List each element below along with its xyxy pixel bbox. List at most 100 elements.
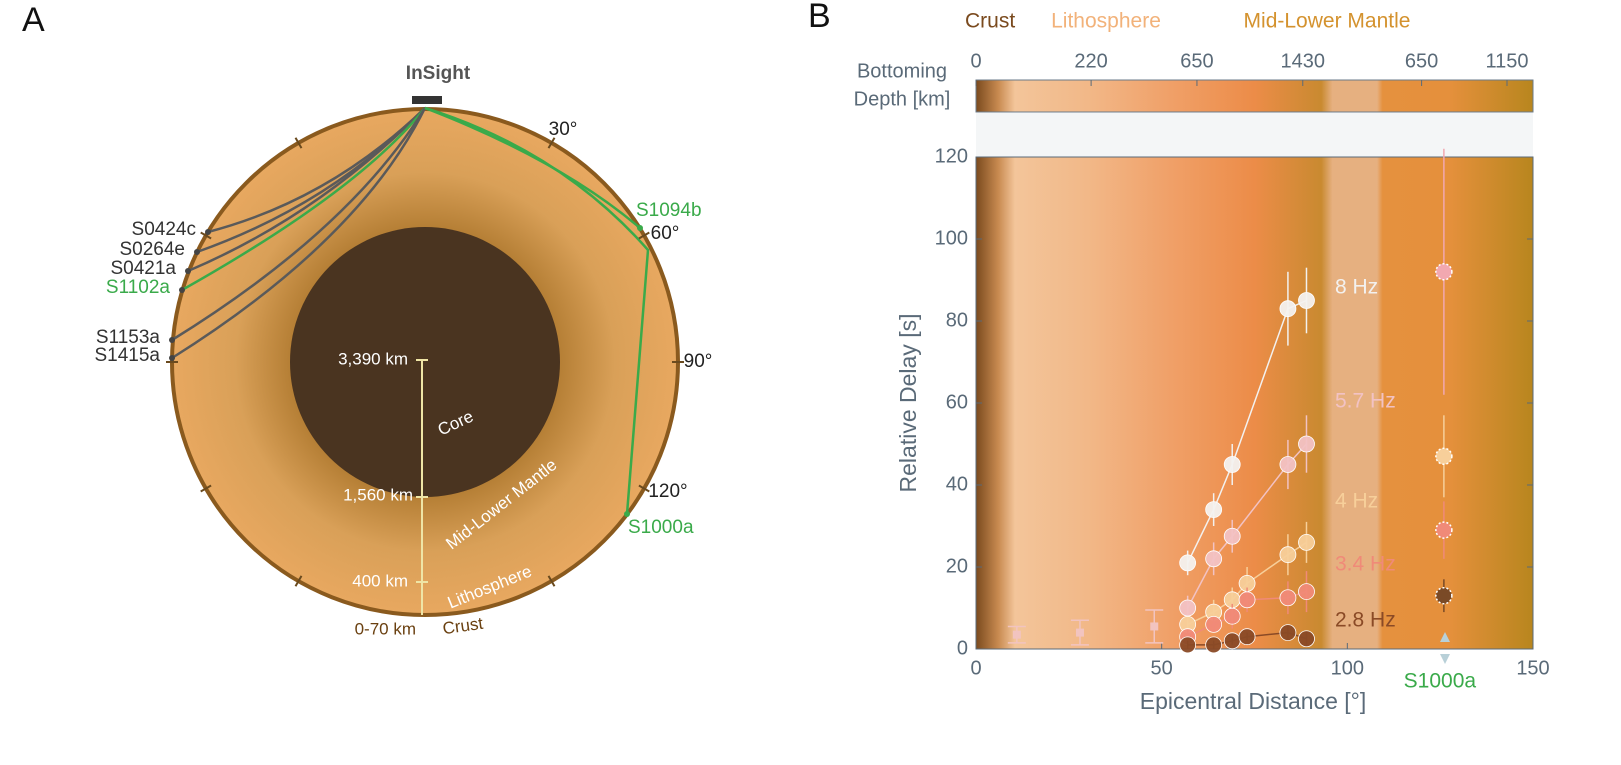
y-tick-label: 120 [935, 145, 968, 167]
data-point [1435, 263, 1453, 281]
y-tick-label: 80 [946, 309, 968, 331]
angle-label: 90° [684, 351, 713, 372]
data-point [1298, 534, 1315, 551]
top-tick-label: 1430 [1281, 50, 1326, 72]
y-tick-label: 60 [946, 391, 968, 413]
reference-point [1150, 622, 1159, 631]
data-point [1238, 591, 1256, 609]
event-dot [624, 511, 630, 517]
event-label: S0421a [110, 258, 176, 279]
data-point [1279, 300, 1297, 318]
top-axis-label: Bottoming [857, 60, 947, 82]
data-point [1179, 554, 1197, 572]
angle-tick [638, 231, 650, 240]
panel-label: B [808, 0, 831, 35]
angle-tick [547, 575, 556, 587]
panel-b: B Bottoming Depth [km] Epicentral Distan… [808, 0, 1550, 714]
event-label: S0424c [132, 219, 196, 240]
data-point [1223, 632, 1241, 650]
depth-ticks [416, 359, 428, 583]
angle-tick [638, 484, 650, 493]
top-tick-label: 1150 [1485, 50, 1528, 72]
data-point [1238, 628, 1256, 646]
series-label: 5.7 Hz [1335, 390, 1396, 413]
data-point [1279, 589, 1297, 607]
top-tick-label: 650 [1180, 50, 1213, 72]
reference-point [1075, 628, 1084, 637]
y-tick-label: 40 [946, 473, 968, 495]
angle-tick [294, 575, 303, 587]
event-dot [194, 249, 200, 255]
data-point [1223, 527, 1241, 545]
y-axis-label: Relative Delay [s] [895, 314, 921, 493]
angle-label: 30° [549, 119, 578, 140]
region-label: Mid-Lower Mantle [1244, 10, 1411, 33]
series-label: 2.8 Hz [1335, 609, 1396, 632]
top-tick-label: 650 [1405, 50, 1438, 72]
depth-bar [975, 79, 1534, 113]
event-label: S1102a [106, 277, 171, 298]
series-label: 3.4 Hz [1335, 553, 1396, 576]
data-point [1205, 501, 1223, 519]
event-dot [179, 287, 185, 293]
depth-label: 1,560 km [343, 485, 413, 504]
top-axis-label: Depth [km] [854, 88, 951, 110]
event-dot [637, 225, 643, 231]
angle-label: 120° [648, 481, 687, 502]
arrow [1440, 632, 1450, 664]
y-tick-label: 20 [946, 555, 968, 577]
data-point [1179, 636, 1197, 654]
data-point [1179, 599, 1197, 617]
angle-tick [200, 231, 212, 240]
series-label: 8 Hz [1335, 276, 1378, 299]
data-point [1435, 521, 1453, 539]
data-point [1298, 583, 1315, 600]
ray-path [171, 107, 427, 342]
data-point [1279, 546, 1297, 564]
ray-path [187, 107, 426, 273]
y-tick-label: 0 [957, 637, 968, 659]
data-point [1298, 435, 1315, 453]
angle-tick [547, 137, 556, 149]
data-point [1279, 456, 1297, 473]
data-point [1298, 292, 1315, 309]
depth-label: 0-70 km [355, 619, 416, 638]
angle-label: 60° [651, 223, 680, 244]
y-tick-label: 100 [935, 227, 968, 249]
series-label: 4 Hz [1335, 490, 1378, 513]
depth-label: 3,390 km [338, 349, 408, 368]
x-tick-label: 150 [1516, 657, 1549, 679]
data-point [1205, 616, 1223, 633]
data-point [1279, 624, 1297, 641]
event-label: S1153a [96, 327, 161, 348]
region-label: Crust [965, 10, 1015, 33]
panel-label: A [22, 1, 45, 39]
lander-icon [412, 96, 442, 104]
event-dot [169, 337, 175, 343]
layer-label: Crust [441, 614, 484, 639]
event-label: S1415a [94, 345, 160, 366]
angle-tick [294, 137, 303, 149]
data-point [1435, 586, 1453, 605]
core [290, 227, 560, 497]
angle-tick [200, 484, 212, 493]
x-tick-label: 0 [970, 657, 981, 679]
top-tick-label: 0 [970, 50, 981, 72]
ray-path [424, 106, 650, 515]
event-label: S1000a [628, 517, 694, 538]
event-dot [205, 229, 211, 235]
reference-point [1012, 630, 1021, 639]
ray-path [181, 107, 426, 292]
spacer [976, 113, 1533, 157]
event-label: S0264e [119, 239, 185, 260]
station-label: InSight [406, 63, 471, 84]
event-dot [185, 268, 191, 274]
depth-label: 400 km [352, 571, 408, 590]
data-point [1205, 636, 1223, 654]
top-tick-label: 220 [1074, 50, 1107, 72]
x-axis-label: Epicentral Distance [°] [1140, 688, 1367, 714]
ray-path [171, 107, 427, 360]
data-point [1298, 630, 1315, 648]
